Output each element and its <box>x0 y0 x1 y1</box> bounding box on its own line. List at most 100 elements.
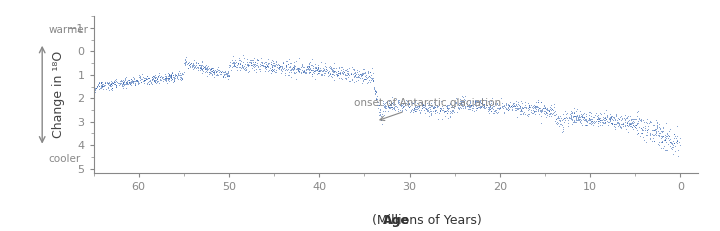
Point <box>97 84 109 87</box>
Point <box>368 87 379 90</box>
Point <box>171 76 182 80</box>
Point <box>266 58 278 62</box>
Point <box>324 72 336 76</box>
Point <box>168 76 180 80</box>
Point <box>110 85 122 88</box>
Point <box>465 103 477 107</box>
Point <box>357 79 369 82</box>
Point <box>372 100 384 104</box>
Point <box>476 101 487 105</box>
Point <box>606 116 617 120</box>
Point <box>305 69 317 72</box>
Point <box>215 72 226 76</box>
Point <box>471 100 482 104</box>
Point <box>446 104 458 108</box>
Point <box>449 110 460 114</box>
Point <box>354 69 365 73</box>
Point <box>89 81 100 84</box>
Point <box>318 73 330 77</box>
Point <box>210 69 222 73</box>
Point <box>672 138 683 142</box>
Point <box>197 64 208 67</box>
Point <box>287 65 298 68</box>
Point <box>535 100 546 104</box>
Point <box>652 129 664 132</box>
Point <box>456 94 467 97</box>
Point <box>582 118 593 122</box>
Point <box>489 108 500 111</box>
Point <box>153 72 165 75</box>
Point <box>576 123 588 126</box>
Point <box>328 70 340 73</box>
Point <box>216 69 228 73</box>
Point <box>659 133 670 137</box>
Point <box>438 106 449 110</box>
Point <box>593 122 604 125</box>
Point <box>207 69 218 72</box>
Point <box>323 70 334 74</box>
Point <box>301 65 312 68</box>
Point <box>260 65 271 69</box>
Point <box>167 73 179 77</box>
Point <box>296 71 307 75</box>
Point <box>118 83 130 87</box>
Point <box>470 100 482 103</box>
Point <box>114 82 125 86</box>
Point <box>283 57 294 61</box>
Point <box>364 70 375 73</box>
Point <box>609 127 621 131</box>
Point <box>309 78 320 81</box>
Point <box>266 62 277 66</box>
Point <box>120 78 131 82</box>
Point <box>660 139 671 142</box>
Point <box>472 99 483 103</box>
Point <box>249 61 261 64</box>
Point <box>195 64 207 67</box>
Point <box>665 140 676 143</box>
Point <box>230 64 241 68</box>
Point <box>366 77 378 80</box>
Point <box>657 125 668 128</box>
Point <box>181 62 193 66</box>
Point <box>135 77 147 81</box>
Point <box>307 74 318 78</box>
Point <box>470 108 482 112</box>
Point <box>245 61 256 64</box>
Point <box>585 110 596 114</box>
Point <box>292 68 304 72</box>
Point <box>521 106 532 109</box>
Point <box>631 114 643 117</box>
Point <box>568 111 580 115</box>
Point <box>474 106 485 110</box>
Point <box>518 106 529 110</box>
Point <box>429 106 441 109</box>
Point <box>154 76 166 79</box>
Point <box>184 60 195 64</box>
Point <box>395 103 406 107</box>
Point <box>554 124 565 128</box>
Point <box>128 76 140 80</box>
Point <box>523 105 535 109</box>
Point <box>274 64 286 68</box>
Point <box>430 109 441 113</box>
Point <box>505 105 517 108</box>
Point <box>247 58 258 62</box>
Point <box>588 121 599 124</box>
Point <box>139 76 150 79</box>
Point <box>557 125 569 128</box>
Point <box>377 109 389 113</box>
Point <box>606 122 618 126</box>
Point <box>386 101 397 105</box>
Point <box>460 101 472 105</box>
Point <box>557 130 568 134</box>
Point <box>583 113 595 117</box>
Point <box>657 129 668 133</box>
Point <box>409 106 420 110</box>
Point <box>96 85 107 89</box>
Point <box>89 88 101 91</box>
Point <box>568 114 580 118</box>
Point <box>482 107 494 111</box>
Point <box>428 106 439 110</box>
Point <box>106 88 117 92</box>
Point <box>672 125 683 128</box>
